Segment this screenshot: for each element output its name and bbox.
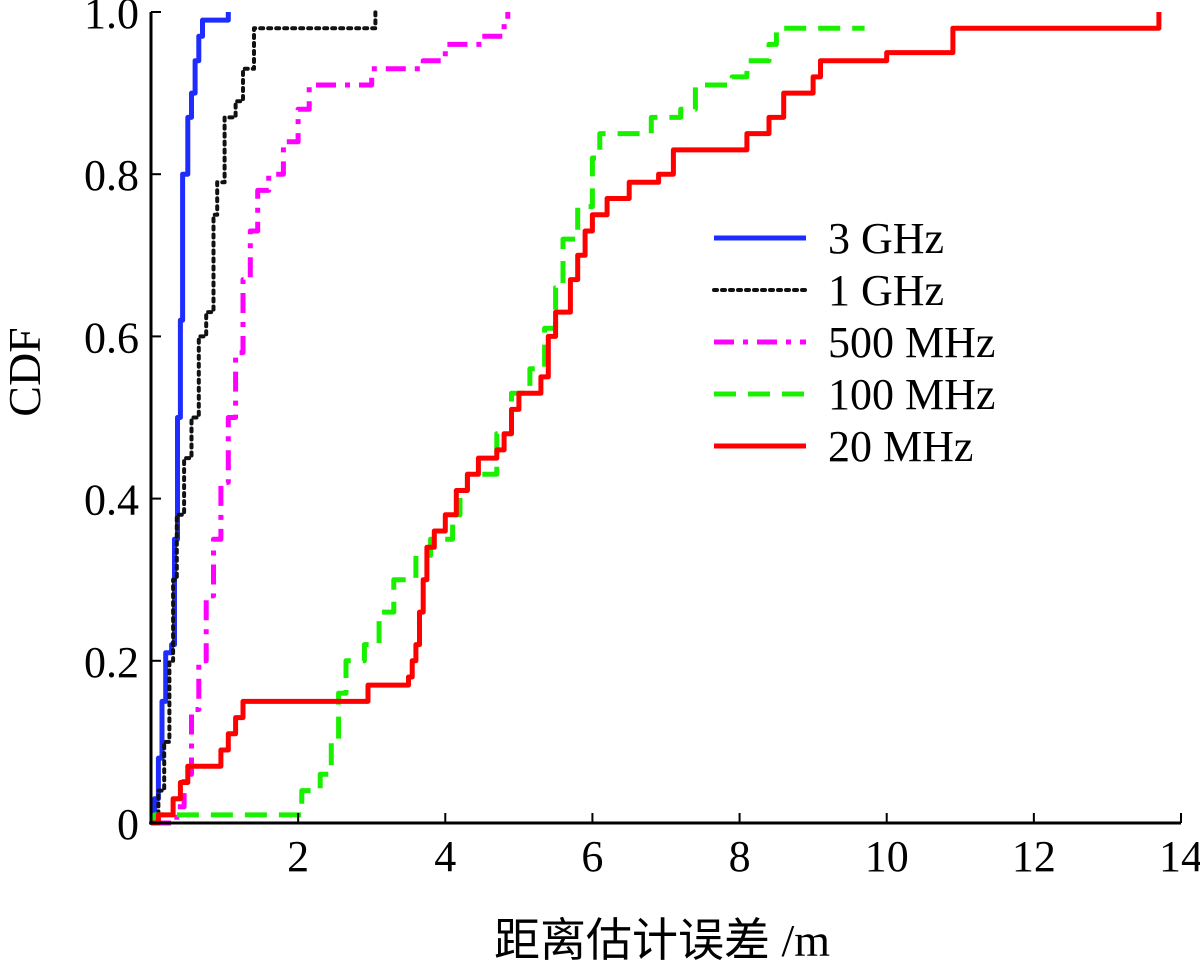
legend-label-4: 100 MHz (828, 370, 995, 419)
x-tick-label: 4 (434, 832, 456, 881)
x-tick-label: 12 (1012, 832, 1056, 881)
x-tick-label: 10 (865, 832, 909, 881)
y-tick-label: 0.6 (84, 313, 139, 362)
x-axis-title: 距离估计误差 /m (494, 915, 830, 963)
series-layer (149, 10, 1162, 826)
x-tick-label: 8 (729, 832, 751, 881)
legend-label-2: 1 GHz (828, 266, 944, 315)
y-tick-label: 0.2 (84, 638, 139, 687)
legend-label-5: 20 MHz (828, 422, 973, 471)
axes-layer (149, 12, 1181, 825)
ticks-layer: 2 4 6 8 10 12 14 0 0.2 0.4 0.6 0.8 1.0 (84, 0, 1200, 881)
x-tick-label: 14 (1159, 832, 1200, 881)
series-line-5 (151, 12, 1162, 826)
series-line-1 (151, 12, 231, 826)
series-line-3 (151, 12, 511, 826)
y-tick-label: 1.0 (84, 0, 139, 38)
series-line-2 (149, 10, 378, 825)
legend-label-1: 3 GHz (828, 214, 944, 263)
y-tick-label: 0 (117, 800, 139, 849)
legend-label-3: 500 MHz (828, 318, 995, 367)
y-tick-label: 0.8 (84, 151, 139, 200)
x-tick-label: 6 (581, 832, 603, 881)
y-tick-label: 0.4 (84, 476, 139, 525)
x-tick-label: 2 (287, 832, 309, 881)
y-axis-title: CDF (0, 327, 50, 416)
